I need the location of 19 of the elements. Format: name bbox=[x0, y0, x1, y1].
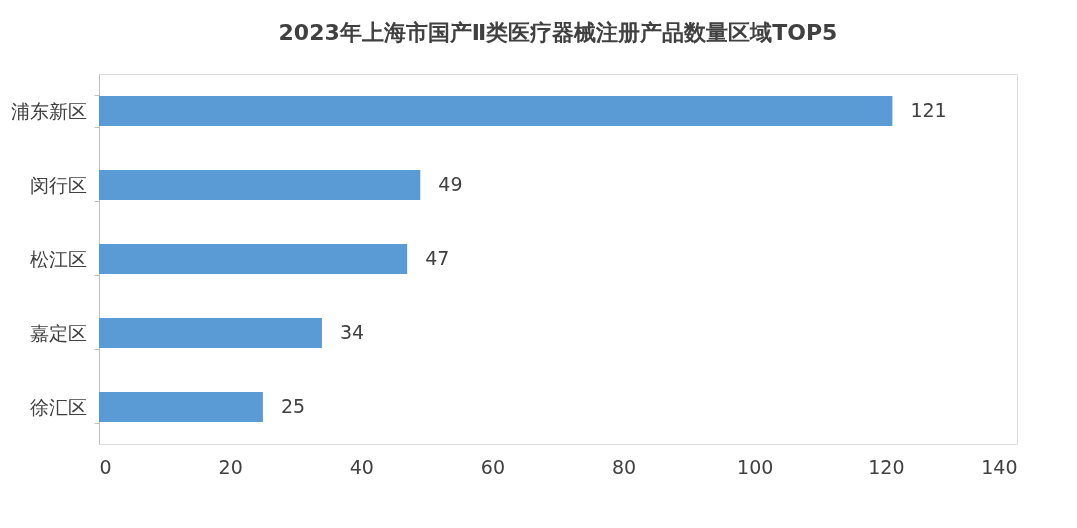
x-tick-label: 20 bbox=[218, 455, 243, 478]
y-tick-label: 松江区 bbox=[29, 247, 87, 270]
x-tick-label: 0 bbox=[99, 455, 112, 478]
data-label: 25 bbox=[280, 395, 306, 417]
x-tick-label: 80 bbox=[611, 455, 637, 478]
data-label: 47 bbox=[425, 247, 450, 269]
data-label: 121 bbox=[910, 99, 947, 121]
y-tick-label: 闵行区 bbox=[29, 173, 87, 196]
data-label: 49 bbox=[438, 173, 463, 195]
chart-title: 2023年上海市国产Ⅱ类医疗器械注册产品数量区域TOP5 bbox=[278, 20, 838, 45]
x-tick-label: 120 bbox=[868, 455, 905, 478]
y-tick-label: 浦东新区 bbox=[10, 99, 87, 122]
y-tick-label: 嘉定区 bbox=[29, 321, 87, 344]
y-tick-label: 徐汇区 bbox=[29, 395, 87, 418]
x-tick-label: 100 bbox=[737, 455, 774, 478]
x-tick-label: 60 bbox=[480, 455, 506, 478]
x-tick-label: 140 bbox=[981, 455, 1018, 478]
x-tick-label: 40 bbox=[349, 455, 374, 478]
data-label: 34 bbox=[339, 321, 365, 343]
